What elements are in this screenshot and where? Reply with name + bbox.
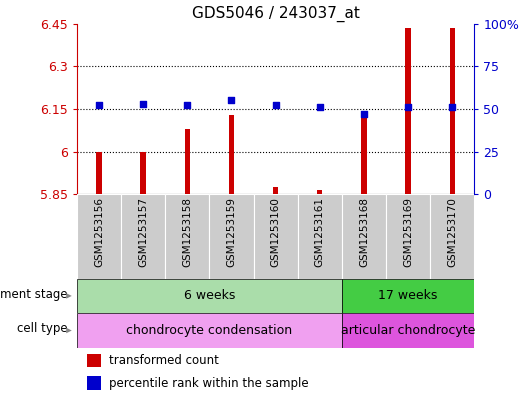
Bar <box>87 376 101 390</box>
Bar <box>77 313 342 348</box>
Bar <box>140 151 146 194</box>
Text: 6 weeks: 6 weeks <box>184 289 235 303</box>
Text: GSM1253160: GSM1253160 <box>271 196 280 266</box>
Bar <box>96 151 102 194</box>
Text: cell type: cell type <box>17 322 68 335</box>
Bar <box>386 194 430 279</box>
Bar <box>317 190 322 194</box>
Bar <box>77 194 121 279</box>
Bar <box>449 28 455 194</box>
Bar <box>253 194 298 279</box>
Bar <box>430 194 474 279</box>
Point <box>183 102 191 108</box>
Text: articular chondrocyte: articular chondrocyte <box>341 324 475 337</box>
Bar <box>405 28 411 194</box>
Point <box>139 101 147 107</box>
Bar <box>165 194 209 279</box>
Text: GSM1253157: GSM1253157 <box>138 196 148 267</box>
Text: GSM1253156: GSM1253156 <box>94 196 104 267</box>
Bar <box>77 279 342 313</box>
Bar <box>229 114 234 194</box>
Bar <box>361 114 367 194</box>
Bar <box>298 194 342 279</box>
Bar <box>342 279 474 313</box>
Point <box>448 104 456 110</box>
Bar <box>121 194 165 279</box>
Text: percentile rank within the sample: percentile rank within the sample <box>109 376 308 389</box>
Bar <box>273 187 278 194</box>
Point <box>360 111 368 117</box>
Point <box>95 102 103 108</box>
Point <box>315 104 324 110</box>
Text: GSM1253159: GSM1253159 <box>226 196 236 267</box>
Text: 17 weeks: 17 weeks <box>378 289 438 303</box>
Text: GSM1253158: GSM1253158 <box>182 196 192 267</box>
Text: GSM1253170: GSM1253170 <box>447 196 457 266</box>
Text: GSM1253161: GSM1253161 <box>315 196 325 267</box>
Title: GDS5046 / 243037_at: GDS5046 / 243037_at <box>192 6 359 22</box>
Text: chondrocyte condensation: chondrocyte condensation <box>126 324 293 337</box>
Bar <box>342 313 474 348</box>
Text: transformed count: transformed count <box>109 354 218 367</box>
Point <box>271 102 280 108</box>
Bar <box>184 129 190 194</box>
Bar <box>342 194 386 279</box>
Point <box>404 104 412 110</box>
Text: GSM1253169: GSM1253169 <box>403 196 413 267</box>
Text: GSM1253168: GSM1253168 <box>359 196 369 267</box>
Bar <box>87 354 101 367</box>
Text: development stage: development stage <box>0 288 68 301</box>
Bar <box>209 194 253 279</box>
Point <box>227 97 236 103</box>
